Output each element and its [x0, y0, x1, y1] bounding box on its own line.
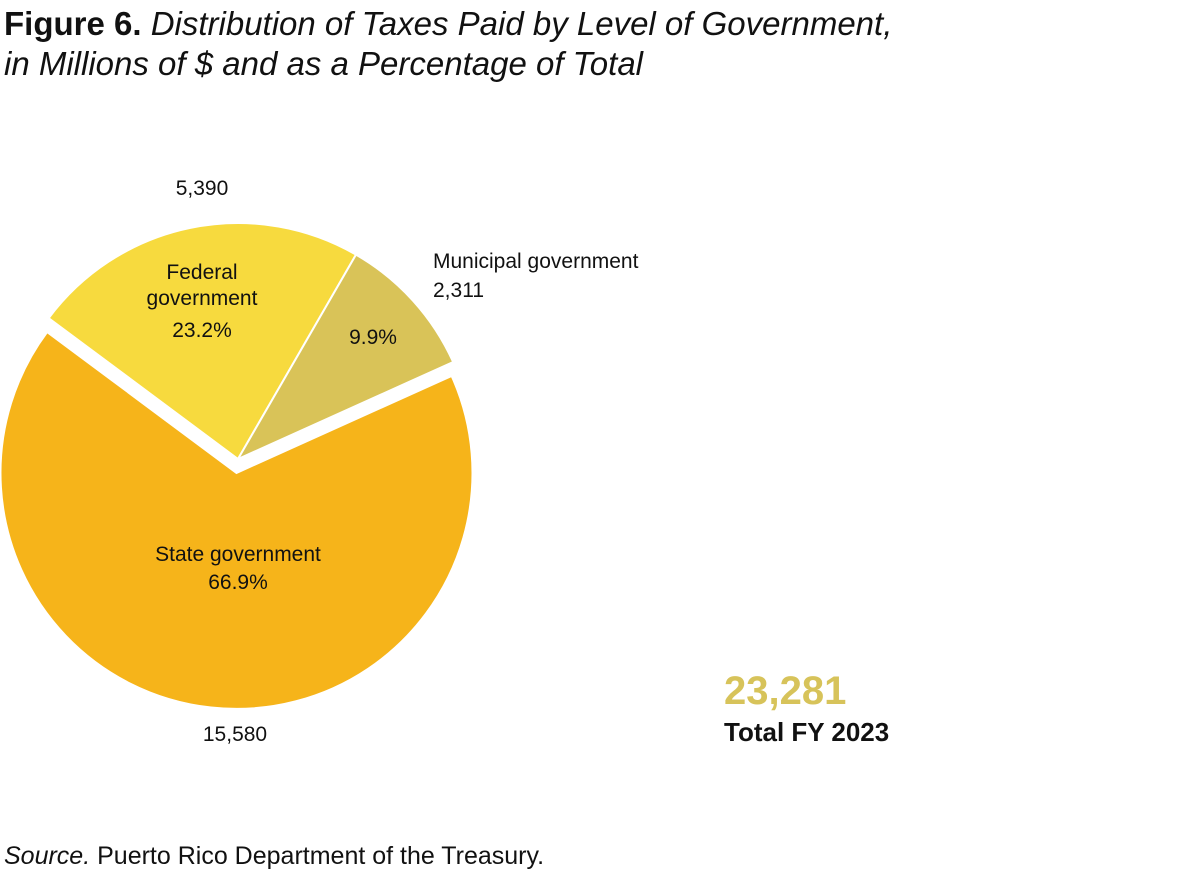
municipal-percent-label: 9.9%: [349, 326, 397, 349]
municipal-value-label: 2,311: [433, 279, 484, 302]
state-percent-label: 66.9%: [208, 571, 268, 594]
municipal-name-label: Municipal government: [433, 250, 639, 273]
chart-title: Figure 6. Distribution of Taxes Paid by …: [4, 4, 892, 84]
slice-state-government: [0, 330, 474, 710]
total-label: Total FY 2023: [724, 717, 890, 747]
title-line-2: in Millions of $ and as a Percentage of …: [4, 45, 644, 82]
slice-municipal-government: [235, 253, 455, 462]
figure-number: Figure 6.: [4, 5, 142, 42]
federal-value-label: 5,390: [176, 177, 229, 200]
state-name-label: State government: [155, 543, 321, 566]
federal-name-line-1: Federal: [166, 261, 237, 284]
federal-name-line-2: government: [147, 287, 258, 310]
source-text: Puerto Rico Department of the Treasury.: [90, 842, 545, 870]
source-note: Source. Puerto Rico Department of the Tr…: [4, 840, 544, 872]
source-lead: Source.: [4, 842, 91, 870]
state-value-label: 15,580: [203, 723, 267, 746]
slice-federal-government: [47, 222, 358, 461]
total-value: 23,281: [724, 669, 847, 713]
federal-percent-label: 23.2%: [172, 319, 232, 342]
title-line-1: Distribution of Taxes Paid by Level of G…: [150, 5, 893, 42]
